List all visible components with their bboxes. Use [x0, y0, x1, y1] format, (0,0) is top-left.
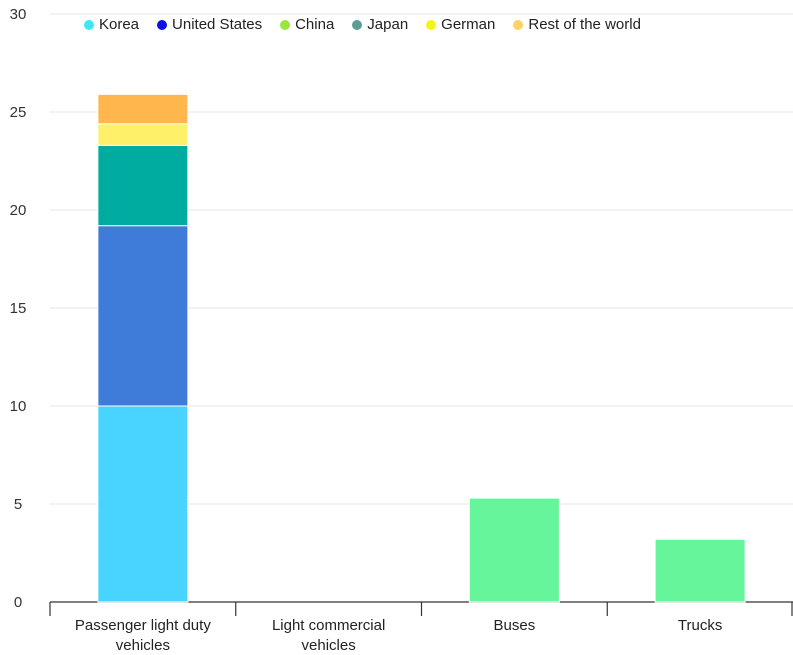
bar-segment	[97, 123, 189, 146]
legend-marker-icon	[84, 19, 94, 30]
legend-label: German	[441, 16, 496, 33]
bar-segment	[97, 225, 189, 407]
legend-item[interactable]: United States	[157, 16, 262, 33]
x-tick-label: Trucks	[678, 617, 722, 634]
y-tick-label: 10	[10, 398, 27, 415]
y-tick-label: 20	[10, 202, 27, 219]
legend-marker-icon	[426, 19, 437, 30]
legend: Korea United States China Japan German Rest o…	[84, 16, 659, 33]
legend-marker-icon	[352, 19, 363, 30]
legend-marker-icon	[280, 19, 291, 30]
x-tick-label: vehicles	[116, 637, 170, 654]
legend-label: United States	[172, 16, 263, 33]
y-tick-label: 25	[10, 104, 27, 121]
bar-segment	[97, 93, 189, 125]
legend-item[interactable]: China	[280, 16, 334, 33]
y-tick-label: 0	[14, 594, 22, 611]
x-tick-label: Light commercial	[272, 617, 385, 634]
bar-segment	[97, 405, 189, 603]
bar-segment	[97, 144, 189, 227]
legend-marker-icon	[157, 19, 168, 30]
legend-label: China	[295, 16, 335, 33]
y-tick-label: 5	[14, 496, 22, 513]
bar-segment	[468, 497, 560, 603]
y-tick-label: 15	[10, 300, 27, 317]
x-tick-label: Buses	[494, 617, 536, 634]
bar-segment	[654, 538, 746, 603]
legend-item[interactable]: Japan	[352, 16, 408, 33]
legend-item[interactable]: German	[426, 16, 495, 33]
legend-label: Rest of the world	[528, 16, 641, 33]
legend-label: Japan	[367, 16, 409, 33]
x-tick-label: vehicles	[302, 637, 356, 654]
y-tick-label: 30	[10, 6, 27, 23]
legend-item[interactable]: Rest of the world	[513, 16, 641, 33]
legend-marker-icon	[513, 19, 524, 30]
x-tick-label: Passenger light duty	[75, 617, 211, 634]
legend-item[interactable]: Korea	[84, 16, 139, 33]
legend-label: Korea	[99, 16, 140, 33]
